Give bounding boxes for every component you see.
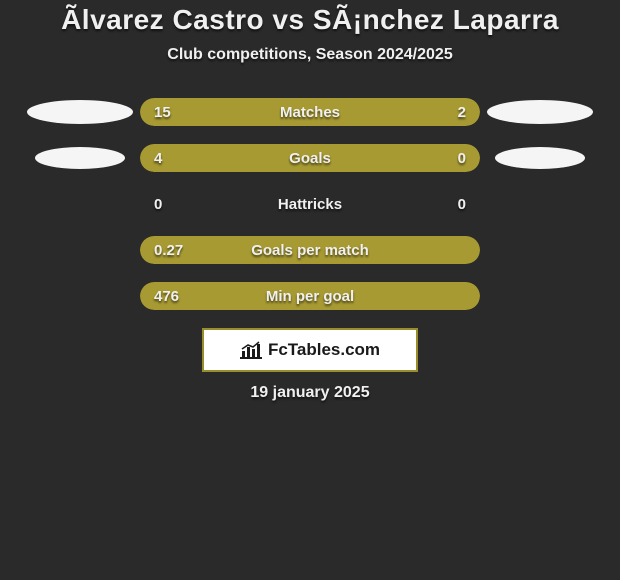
logo-placeholder-icon [35, 147, 125, 169]
stat-bar: 0.27Goals per match [140, 236, 480, 264]
bar-fill-right [426, 144, 480, 172]
bar-fill-left [140, 282, 480, 310]
stat-value-left: 4 [154, 144, 162, 172]
comparison-row: 40Goals [0, 144, 620, 172]
stat-value-left: 15 [154, 98, 171, 126]
bar-fill-left [140, 236, 480, 264]
bar-fill-left [140, 144, 426, 172]
logo-placeholder-icon [487, 100, 593, 124]
stat-bar: 0 0Hattricks [140, 190, 480, 218]
stat-value-right: 0 [458, 190, 466, 218]
stat-value-left: 0.27 [154, 236, 183, 264]
stat-value-right: 2 [458, 98, 466, 126]
stat-value-right: 0 [458, 144, 466, 172]
logo-placeholder-icon [495, 147, 585, 169]
comparison-card: Ãlvarez Castro vs SÃ¡nchez Laparra Club … [0, 0, 620, 580]
page-title: Ãlvarez Castro vs SÃ¡nchez Laparra [0, 4, 620, 36]
brand-box[interactable]: FcTables.com [202, 328, 418, 372]
comparison-row: 0 0Hattricks [0, 190, 620, 218]
subtitle: Club competitions, Season 2024/2025 [0, 46, 620, 64]
stat-bar: 476Min per goal [140, 282, 480, 310]
logo-placeholder-icon [27, 100, 133, 124]
stat-value-left: 476 [154, 282, 179, 310]
chart-icon [240, 341, 262, 359]
comparison-row: 0.27Goals per match [0, 236, 620, 264]
comparison-rows: 152Matches40Goals00Hattricks0.27Goals pe… [0, 98, 620, 310]
date-label: 19 january 2025 [0, 384, 620, 402]
stat-metric-label: Hattricks [140, 190, 480, 218]
stat-bar: 152Matches [140, 98, 480, 126]
club-logo-left [20, 100, 140, 124]
brand-label: FcTables.com [268, 340, 380, 360]
stat-value-left: 0 [154, 190, 162, 218]
bar-fill-right [405, 98, 480, 126]
club-logo-left [20, 147, 140, 169]
bar-fill-left [140, 98, 405, 126]
comparison-row: 152Matches [0, 98, 620, 126]
club-logo-right [480, 100, 600, 124]
comparison-row: 476Min per goal [0, 282, 620, 310]
stat-bar: 40Goals [140, 144, 480, 172]
club-logo-right [480, 147, 600, 169]
